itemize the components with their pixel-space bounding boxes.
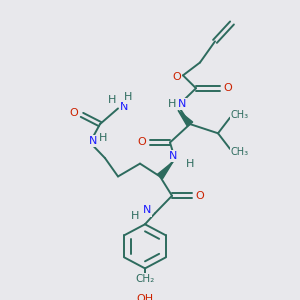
Polygon shape xyxy=(157,162,173,178)
Text: H: H xyxy=(168,99,176,109)
Text: H: H xyxy=(108,95,116,105)
Text: H: H xyxy=(186,159,194,169)
Text: O: O xyxy=(138,137,146,148)
Text: H: H xyxy=(99,133,107,143)
Text: OH: OH xyxy=(136,294,154,300)
Text: O: O xyxy=(196,191,204,201)
Text: O: O xyxy=(172,72,182,82)
Text: CH₃: CH₃ xyxy=(231,110,249,120)
Text: O: O xyxy=(70,108,78,118)
Polygon shape xyxy=(178,110,193,126)
Text: N: N xyxy=(169,151,177,161)
Text: CH₂: CH₂ xyxy=(135,274,154,284)
Text: H: H xyxy=(131,211,139,221)
Text: N: N xyxy=(143,206,151,215)
Text: H: H xyxy=(124,92,132,102)
Text: N: N xyxy=(120,102,128,112)
Text: N: N xyxy=(178,99,186,109)
Text: CH₃: CH₃ xyxy=(231,147,249,157)
Text: O: O xyxy=(224,83,232,93)
Text: N: N xyxy=(89,136,97,146)
